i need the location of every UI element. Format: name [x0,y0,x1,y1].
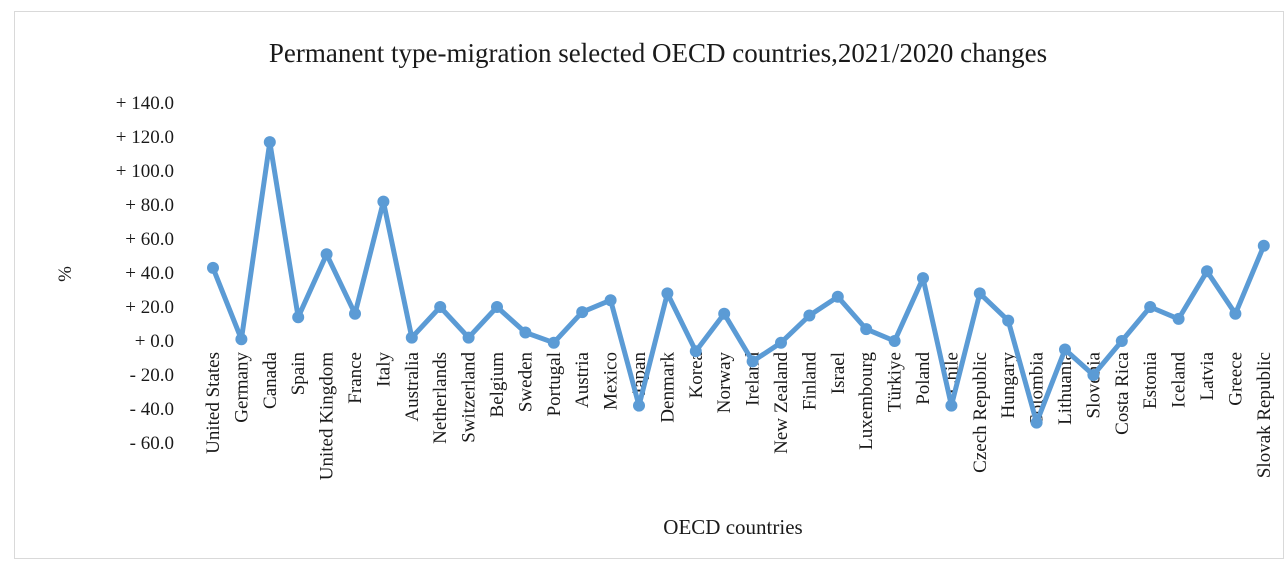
y-tick-label: - 20.0 [130,365,174,386]
chart-title: Permanent type-migration selected OECD c… [269,38,1047,68]
data-point [576,306,589,319]
chart-frame [14,11,1284,559]
x-tick-label: Slovak Republic [1254,352,1275,478]
x-tick-label: Switzerland [459,352,480,443]
y-tick-label: + 140.0 [116,93,174,114]
y-tick-label: + 40.0 [125,263,174,284]
x-tick-label: Poland [913,352,934,405]
data-point [945,399,958,412]
data-point [434,301,447,313]
data-point [1257,239,1270,252]
data-point [1144,301,1157,313]
data-point [1059,343,1071,356]
y-axis-label: % [55,266,76,282]
data-point [207,261,219,274]
x-tick-label: Korea [686,351,707,398]
data-point [405,331,418,344]
y-tick-label: + 100.0 [116,161,174,182]
data-point [377,195,390,208]
data-point [775,336,787,349]
y-tick-label: + 80.0 [125,195,174,216]
data-point [263,136,276,149]
x-tick-label: United States [203,352,224,454]
x-tick-label: Spain [288,352,309,396]
x-tick-label: Türkiye [885,352,906,412]
data-point [831,290,844,303]
x-tick-label: France [345,352,366,404]
x-tick-label: Mexico [601,352,622,410]
x-tick-label: Latvia [1197,351,1218,400]
x-tick-label: Portugal [544,352,565,416]
x-tick-label: Italy [373,352,394,387]
data-point [633,399,645,412]
y-tick-label: + 0.0 [135,331,174,352]
data-point [349,307,361,320]
data-point [1229,307,1242,320]
series-group [207,136,1270,429]
data-point [1087,369,1100,381]
x-tick-label: Estonia [1140,351,1161,409]
data-point [1030,416,1043,429]
y-tick-label: + 120.0 [116,127,174,148]
x-tick-label: New Zealand [771,352,792,454]
data-point [803,309,816,322]
data-point [888,335,901,347]
data-point [973,287,986,300]
x-tick-label: Belgium [487,352,508,418]
data-point [746,355,759,368]
y-tick-label: - 60.0 [130,433,174,454]
x-tick-label: Slovenia [1083,351,1104,418]
x-tick-label: Czech Republic [970,352,991,473]
data-point [1172,312,1185,325]
data-point [1002,314,1015,327]
x-tick-label: Germany [231,352,252,423]
y-axis-ticks: + 140.0 + 120.0 + 100.0 + 80.0 + 60.0 + 40.0 +… [116,93,174,454]
x-axis-label: OECD countries [663,515,802,539]
data-point [292,311,305,324]
x-tick-label: Iceland [1169,352,1190,408]
data-point [462,331,475,344]
x-tick-label: Costa Rica [1112,351,1133,434]
data-point [235,333,248,346]
y-tick-label: - 40.0 [130,399,174,420]
x-tick-label: Norway [714,352,735,414]
x-tick-label: United Kingdom [317,352,338,480]
data-point [519,326,532,339]
data-point [547,336,560,349]
x-tick-label: Austria [572,351,593,408]
x-tick-label: Finland [799,352,820,411]
x-tick-label: Australia [402,351,423,421]
x-tick-label: Denmark [657,352,678,423]
x-tick-label: Netherlands [430,352,451,444]
y-tick-label: + 60.0 [125,229,174,250]
data-point [917,272,929,285]
x-tick-label: Greece [1225,352,1246,406]
x-tick-label: Lithuania [1055,351,1076,424]
series-line [210,139,1267,426]
data-point [604,294,617,307]
data-point [689,345,702,358]
x-axis-ticks: United States Germany Canada Spain United Ki… [203,351,1275,480]
x-tick-label: Ireland [743,352,764,406]
x-tick-label: Israel [828,352,849,394]
data-point [860,323,873,336]
data-point [320,248,333,261]
data-point [491,301,503,313]
x-tick-label: Sweden [515,352,536,413]
data-point [1115,335,1128,347]
x-tick-label: Luxembourg [856,352,877,450]
data-point [661,287,674,300]
x-tick-label: Hungary [998,352,1019,419]
data-point [1201,265,1213,278]
y-tick-label: + 20.0 [125,297,174,318]
x-tick-label: Canada [260,351,281,409]
data-point [718,307,731,320]
